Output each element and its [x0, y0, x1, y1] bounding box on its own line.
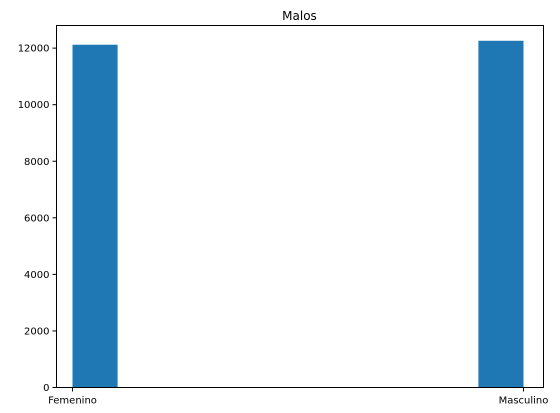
x-tick-label: Masculino: [499, 396, 549, 407]
y-tick-label: 4000: [24, 270, 49, 281]
bar-masculino: [478, 40, 524, 388]
x-axis: Femenino Masculino: [48, 387, 549, 407]
x-tick-label: Femenino: [48, 396, 97, 407]
y-tick-label: 12000: [18, 44, 50, 55]
y-tick-label: 6000: [24, 213, 49, 224]
y-tick-label: 2000: [24, 326, 49, 337]
y-tick-label: 0: [43, 383, 49, 394]
bars: [72, 40, 524, 388]
y-tick-label: 10000: [18, 100, 50, 111]
y-axis: 0 2000 4000 6000 8000 10000 12000: [18, 44, 57, 394]
chart-title: Malos: [282, 9, 317, 23]
bar-femenino: [72, 44, 118, 388]
y-tick-label: 8000: [24, 157, 49, 168]
plot-frame: [56, 25, 544, 388]
